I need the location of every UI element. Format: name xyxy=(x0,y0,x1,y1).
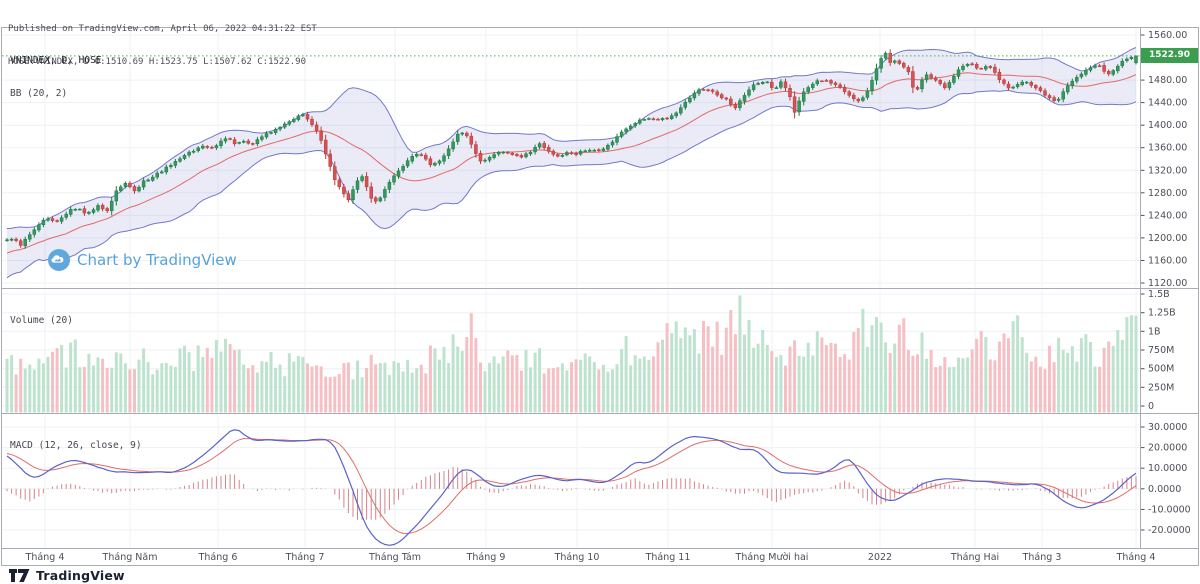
svg-text:Tháng 10: Tháng 10 xyxy=(554,552,600,563)
svg-text:250M: 250M xyxy=(1148,382,1174,393)
svg-text:Tháng 3: Tháng 3 xyxy=(1022,552,1062,563)
last-price-label: 1522.90 xyxy=(1141,48,1198,63)
tradingview-cloud-icon xyxy=(48,249,70,271)
svg-text:1320.00: 1320.00 xyxy=(1148,165,1187,176)
tradingview-watermark: Chart by TradingView xyxy=(48,249,237,271)
watermark-text: Chart by TradingView xyxy=(77,251,237,269)
main-pane-legend: VNINDEX, D, HOSE BB (20, 2) xyxy=(10,33,102,121)
svg-text:Tháng 4: Tháng 4 xyxy=(1116,552,1156,563)
symbol-legend: VNINDEX, D, HOSE xyxy=(10,55,102,66)
header-publish-info: Published on TradingView.com, April 06, … xyxy=(8,2,317,90)
svg-text:Tháng Hai: Tháng Hai xyxy=(950,552,999,563)
svg-text:Tháng 9: Tháng 9 xyxy=(466,552,506,563)
svg-text:1240.00: 1240.00 xyxy=(1148,210,1187,221)
svg-text:-20.0000: -20.0000 xyxy=(1148,525,1191,536)
macd-legend: MACD (12, 26, close, 9) xyxy=(10,440,142,451)
svg-text:Tháng 7: Tháng 7 xyxy=(285,552,325,563)
svg-text:750M: 750M xyxy=(1148,345,1174,356)
svg-text:500M: 500M xyxy=(1148,364,1174,375)
svg-text:Tháng Năm: Tháng Năm xyxy=(102,552,158,563)
tradingview-logo-icon[interactable] xyxy=(9,568,30,582)
svg-text:1.5B: 1.5B xyxy=(1148,289,1170,300)
svg-text:1480.00: 1480.00 xyxy=(1148,75,1187,86)
svg-text:Tháng 6: Tháng 6 xyxy=(198,552,238,563)
svg-text:Tháng Tám: Tháng Tám xyxy=(368,552,421,563)
svg-text:1160.00: 1160.00 xyxy=(1148,256,1187,267)
svg-text:0: 0 xyxy=(1148,401,1154,412)
svg-text:1440.00: 1440.00 xyxy=(1148,98,1187,109)
macd-pane-legend: MACD (12, 26, close, 9) xyxy=(10,418,142,473)
svg-text:2022: 2022 xyxy=(868,552,892,563)
footer-bar: TradingView xyxy=(0,566,1200,584)
bb-legend: BB (20, 2) xyxy=(10,88,68,99)
svg-text:1.25B: 1.25B xyxy=(1148,308,1176,319)
svg-text:1200.00: 1200.00 xyxy=(1148,233,1187,244)
publish-timestamp: Published on TradingView.com, April 06, … xyxy=(8,24,317,34)
svg-text:1120.00: 1120.00 xyxy=(1148,278,1187,289)
svg-text:0.0000: 0.0000 xyxy=(1148,484,1181,495)
svg-text:1B: 1B xyxy=(1148,326,1161,337)
svg-text:Tháng 11: Tháng 11 xyxy=(645,552,691,563)
footer-brand-text[interactable]: TradingView xyxy=(36,567,125,583)
svg-text:1360.00: 1360.00 xyxy=(1148,143,1187,154)
svg-text:1560.00: 1560.00 xyxy=(1148,30,1187,41)
svg-text:10.0000: 10.0000 xyxy=(1148,463,1187,474)
symbol-ohlc-line: HOSE:VNINDEX, D O:1510.69 H:1523.75 L:15… xyxy=(8,57,307,67)
svg-text:30.0000: 30.0000 xyxy=(1148,422,1187,433)
volume-pane-legend: Volume (20) xyxy=(10,293,73,348)
svg-text:Tháng Mười hai: Tháng Mười hai xyxy=(735,552,809,563)
svg-text:1400.00: 1400.00 xyxy=(1148,120,1187,131)
volume-legend: Volume (20) xyxy=(10,315,73,326)
svg-text:-10.0000: -10.0000 xyxy=(1148,504,1191,515)
svg-text:20.0000: 20.0000 xyxy=(1148,443,1187,454)
svg-text:1280.00: 1280.00 xyxy=(1148,188,1187,199)
svg-text:Tháng 4: Tháng 4 xyxy=(25,552,65,563)
